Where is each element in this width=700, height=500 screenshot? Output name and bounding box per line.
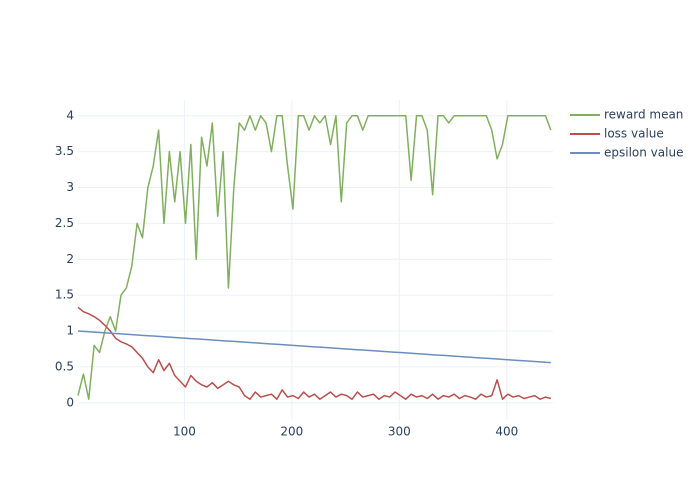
line bbox=[77, 115, 552, 400]
x-tick-label: 400 bbox=[495, 425, 518, 439]
y-tick-label: 1 bbox=[66, 324, 74, 338]
y-tick-label: 3 bbox=[66, 180, 74, 194]
line bbox=[77, 306, 552, 400]
x-tick-label: 300 bbox=[388, 425, 411, 439]
y-tick-label: 3.5 bbox=[55, 144, 74, 158]
line bbox=[77, 330, 551, 364]
legend-label: reward mean bbox=[604, 108, 683, 122]
y-tick-label: 4 bbox=[66, 108, 74, 122]
x-tick-label: 100 bbox=[173, 425, 196, 439]
y-tick-label: 1.5 bbox=[55, 288, 74, 302]
x-tick-label: 200 bbox=[280, 425, 303, 439]
y-tick-label: 0.5 bbox=[55, 359, 74, 373]
legend-label: epsilon value bbox=[604, 146, 683, 160]
legend-label: loss value bbox=[604, 127, 664, 141]
y-tick-label: 2 bbox=[66, 252, 74, 266]
y-tick-label: 2.5 bbox=[55, 216, 74, 230]
y-tick-label: 0 bbox=[66, 395, 74, 409]
